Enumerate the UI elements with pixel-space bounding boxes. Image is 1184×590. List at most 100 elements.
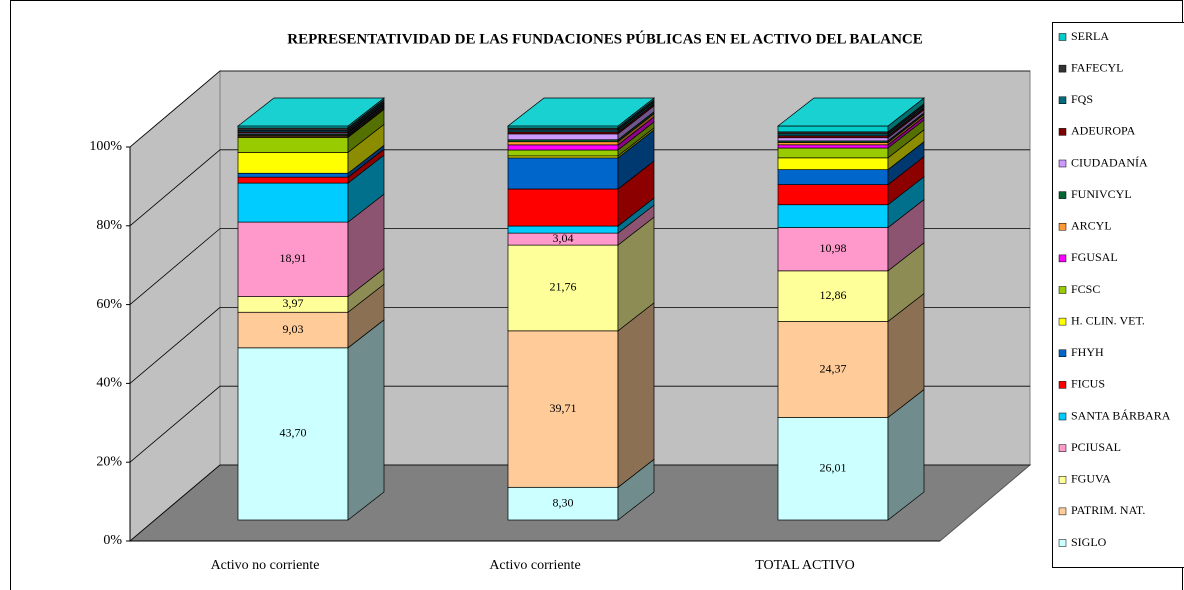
bar-front (777, 157, 889, 171)
y-tick-label: 20% (96, 454, 122, 469)
y-tick-label: 100% (89, 139, 122, 154)
legend-swatch (1058, 444, 1067, 452)
bar-top (236, 97, 386, 127)
data-label: 26,01 (820, 461, 847, 475)
legend-label: FICUS (1071, 377, 1105, 391)
bar-segment (507, 302, 655, 489)
bar-front (507, 486, 619, 521)
data-label: 8,30 (553, 495, 574, 509)
legend: SIGLO PATRIM. NAT. FGUVA PCIUSAL SANTA BÁRBA… (1052, 22, 1184, 568)
data-label: 43,70 (280, 426, 307, 440)
chart-title: REPRESENTATIVIDAD DE LAS FUNDACIONES PÚB… (287, 30, 923, 47)
grid-line (129, 464, 1030, 542)
legend-swatch (1058, 507, 1067, 516)
side-wall (129, 69, 221, 543)
legend-label: SERLA (1071, 29, 1109, 43)
bar-front (777, 125, 889, 133)
bar-top (776, 97, 926, 127)
bar-segment (507, 160, 655, 227)
bar-segment (237, 154, 385, 223)
legend-swatch (1058, 349, 1067, 357)
x-tick-label: TOTAL ACTIVO (755, 558, 855, 573)
bar-segment (777, 242, 925, 323)
bar-front (237, 182, 349, 223)
bar-segment (237, 193, 385, 298)
legend-label: SIGLO (1071, 535, 1107, 549)
data-label: 3,97 (283, 296, 304, 310)
legend-label: FQS (1071, 92, 1093, 106)
legend-swatch (1058, 33, 1067, 41)
legend-label: PATRIM. NAT. (1071, 503, 1145, 517)
legend-swatch (1058, 381, 1067, 389)
bar-front (507, 149, 619, 157)
bar-front (777, 417, 889, 521)
bar-side (617, 302, 655, 489)
bar-front (507, 157, 619, 190)
bar-front (507, 144, 619, 151)
legend-label: CIUDADANÍA (1071, 155, 1148, 169)
legend-swatch (1058, 476, 1067, 484)
legend-label: ARCYL (1071, 219, 1112, 233)
x-tick-label: Activo no corriente (211, 558, 320, 573)
grid-line (129, 228, 1030, 305)
legend-swatch (1058, 191, 1067, 199)
legend-swatch (1058, 412, 1067, 421)
legend-swatch (1058, 159, 1067, 168)
bar-front (777, 270, 889, 322)
data-label: 9,03 (283, 322, 304, 336)
bar-front (237, 221, 349, 297)
legend-swatch (1058, 64, 1067, 73)
bar-front (507, 330, 619, 488)
bar-front (777, 144, 889, 149)
bar-front (777, 169, 889, 185)
data-label: 3,04 (553, 231, 574, 245)
legend-label: PCIUSAL (1071, 440, 1121, 454)
legend-label: FAFECYL (1071, 60, 1123, 74)
grid-line (129, 70, 1030, 148)
bar-front (237, 152, 349, 174)
grid-line (129, 385, 1030, 463)
bar-front (237, 172, 349, 178)
data-label: 10,98 (820, 241, 847, 255)
data-label: 12,86 (820, 288, 847, 302)
grid-line (129, 306, 1030, 384)
data-label: 18,91 (280, 251, 307, 265)
bar-front (237, 347, 349, 521)
legend-swatch (1058, 317, 1067, 326)
bar-front (237, 127, 349, 131)
grid-line (129, 149, 1030, 227)
bar-front (777, 142, 889, 146)
bar-segment (777, 388, 925, 521)
bar-front (507, 244, 619, 332)
legend-label: H. CLIN. VET. (1071, 313, 1145, 327)
legend-label: FCSC (1071, 282, 1100, 296)
bar-front (777, 137, 889, 142)
bar-front (507, 188, 619, 227)
legend-swatch (1058, 223, 1067, 231)
data-label: 21,76 (550, 280, 577, 294)
bar-front (507, 133, 619, 141)
legend-label: SANTA BÁRBARA (1071, 408, 1171, 422)
bar-front (237, 176, 349, 184)
legend-label: ADEUROPA (1071, 124, 1136, 138)
bar-front (237, 311, 349, 349)
data-label: 24,37 (820, 361, 847, 375)
data-label: 39,71 (550, 401, 577, 415)
bar-front (777, 204, 889, 228)
bar-side (347, 319, 385, 521)
bar-segment (237, 283, 385, 349)
bar-segment (237, 108, 385, 154)
bar-segment (777, 292, 925, 419)
bar-front (237, 137, 349, 153)
bar-front (777, 147, 889, 159)
plot-area: 0% 20% 40% 60% 80% 100% Activo no corriente 43,… (89, 69, 1032, 573)
legend-label: FGUSAL (1071, 250, 1118, 264)
y-tick-label: 40% (96, 376, 122, 391)
y-tick-label: 0% (103, 533, 122, 548)
legend-swatch (1058, 128, 1067, 136)
bar-segment (507, 216, 655, 332)
x-tick-label: Activo corriente (489, 558, 580, 573)
legend-swatch (1058, 539, 1067, 547)
legend-swatch (1058, 286, 1067, 294)
